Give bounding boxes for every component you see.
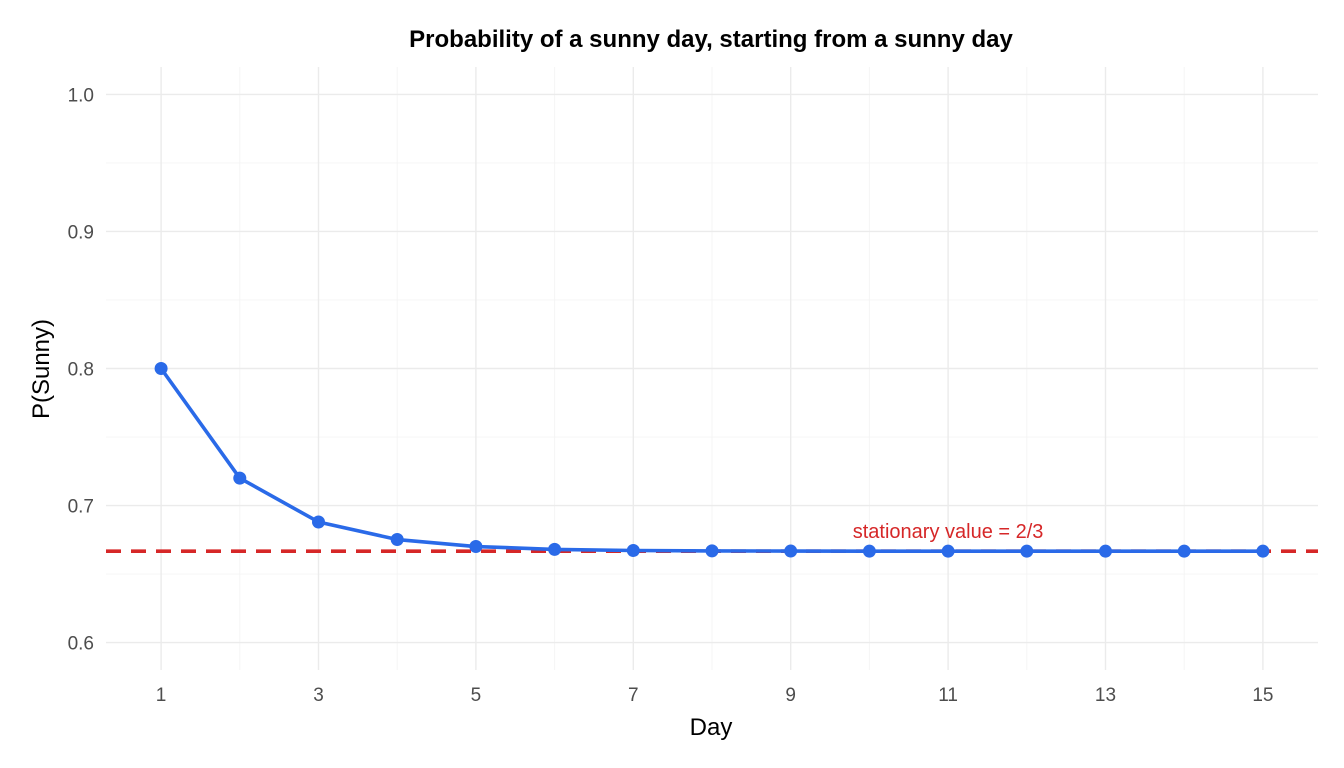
data-point <box>311 515 325 529</box>
x-tick-label: 11 <box>938 685 958 706</box>
data-point <box>390 533 404 547</box>
data-point <box>154 362 168 375</box>
data-point <box>548 542 562 556</box>
y-tick-label: 1.0 <box>68 85 94 106</box>
stationary-value-annotation: stationary value = 2/3 <box>853 521 1044 543</box>
data-point <box>1256 544 1270 558</box>
data-point <box>1177 544 1191 558</box>
x-tick-label: 3 <box>313 685 324 706</box>
gridlines <box>106 67 1318 670</box>
x-tick-label: 13 <box>1095 685 1116 706</box>
data-point <box>1099 544 1113 558</box>
y-tick-label: 0.7 <box>68 497 94 518</box>
data-point <box>784 544 798 558</box>
y-tick-label: 0.8 <box>68 360 94 381</box>
chart-title: Probability of a sunny day, starting fro… <box>409 26 1013 53</box>
data-point <box>941 544 955 558</box>
x-tick-label: 15 <box>1252 685 1273 706</box>
data-point <box>469 540 483 554</box>
x-tick-label: 5 <box>471 685 482 706</box>
x-tick-label: 9 <box>785 685 796 706</box>
series-group <box>154 362 1270 558</box>
y-tick-label: 0.6 <box>68 634 94 655</box>
data-point <box>1020 544 1034 558</box>
data-point <box>862 544 876 558</box>
data-point <box>705 544 719 558</box>
x-axis-tick-labels: 1 3 5 7 9 11 13 15 <box>156 685 1274 706</box>
x-tick-label: 7 <box>628 685 639 706</box>
x-tick-label: 1 <box>156 685 167 706</box>
data-point <box>626 543 640 557</box>
y-tick-label: 0.9 <box>68 222 94 243</box>
data-point <box>233 471 247 485</box>
x-axis-title: Day <box>690 714 733 741</box>
annotation-group: stationary value = 2/3 <box>853 521 1044 543</box>
y-axis-title: P(Sunny) <box>28 319 55 419</box>
y-axis-tick-labels: 0.6 0.7 0.8 0.9 1.0 <box>68 85 94 654</box>
